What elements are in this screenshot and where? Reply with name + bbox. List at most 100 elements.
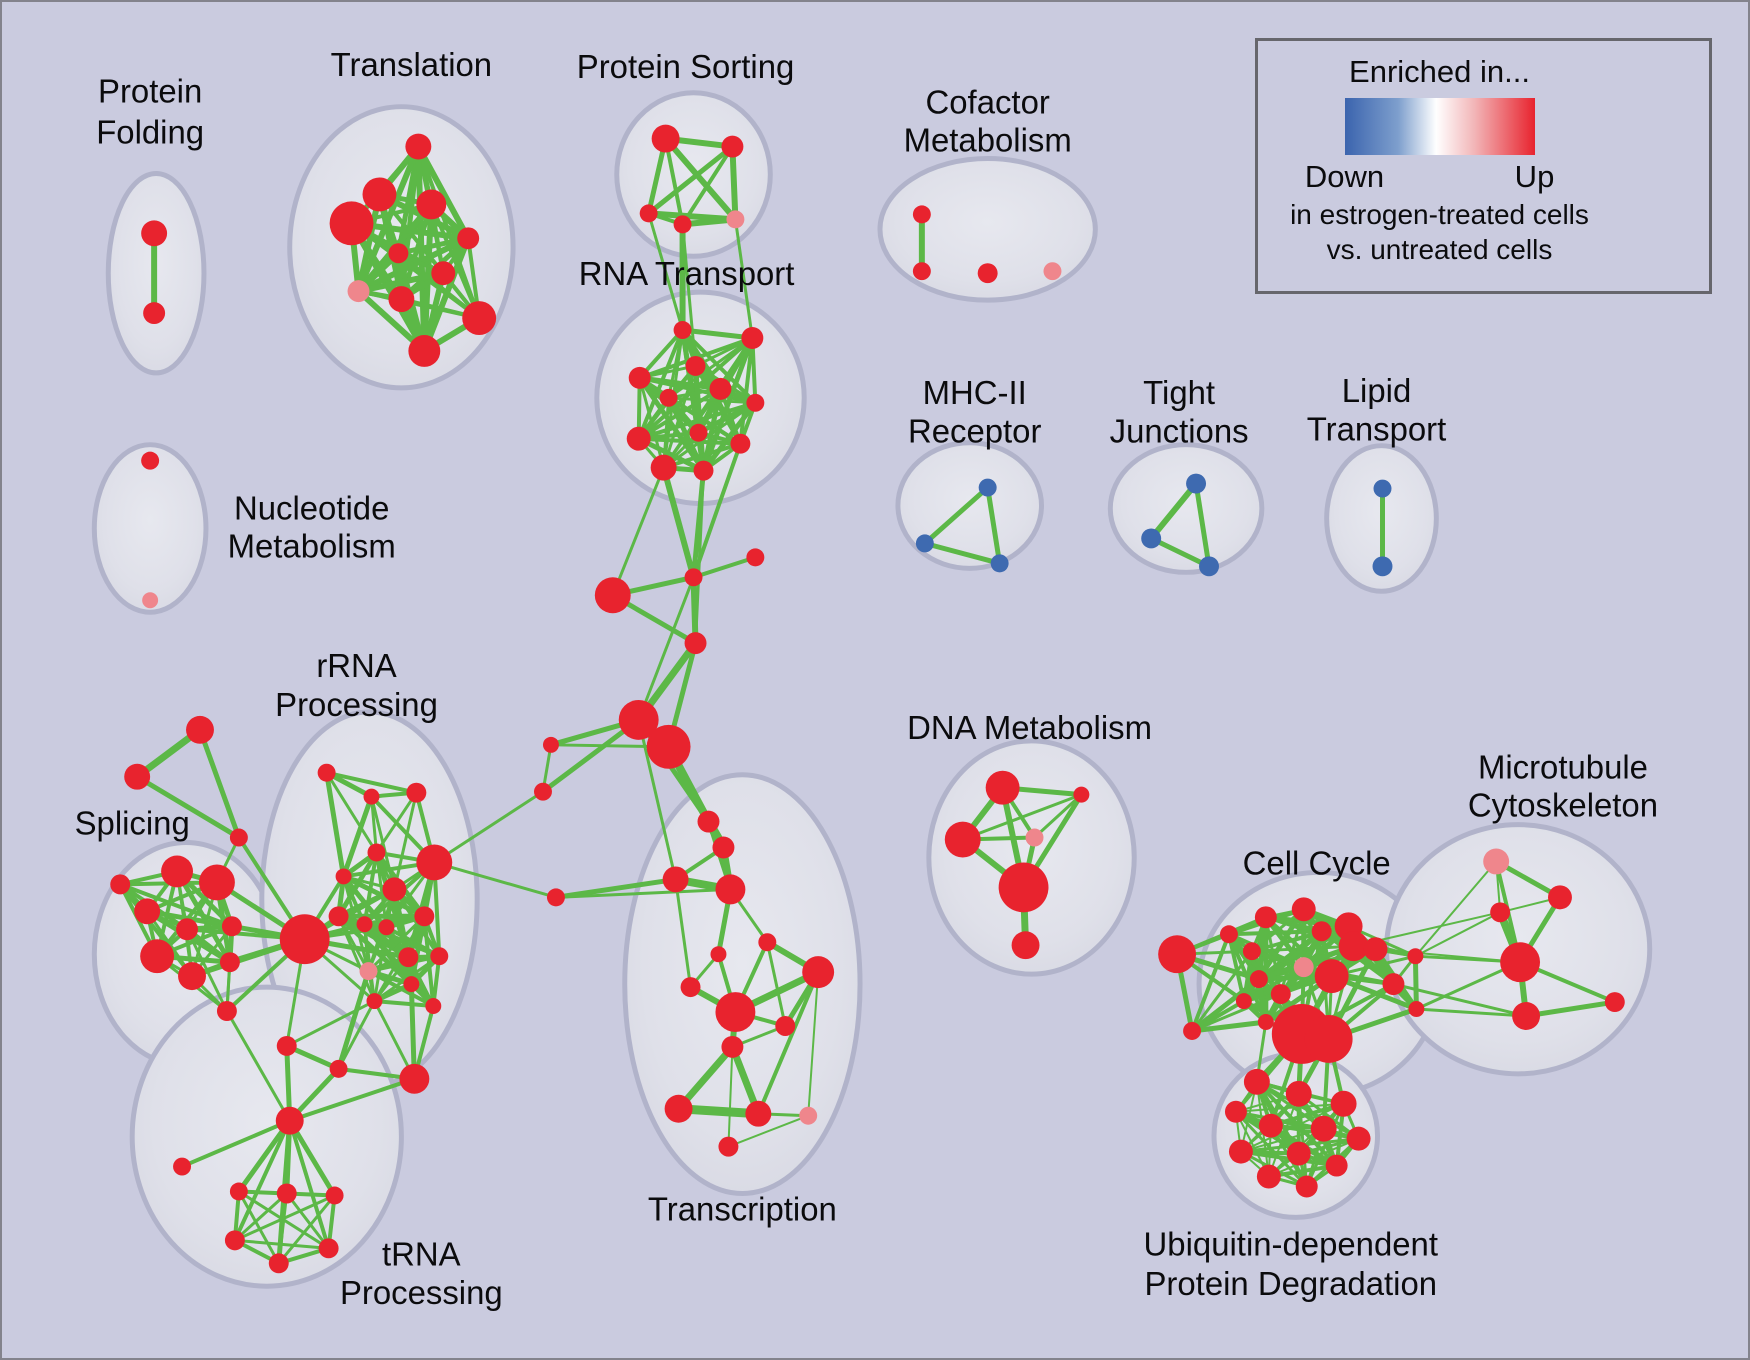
node-layer <box>110 124 1625 1274</box>
cluster-label-mhc_receptor: MHC-II Receptor <box>908 374 1042 450</box>
gene-set-node-transcription <box>799 1106 818 1125</box>
cluster-label-microtubule: Microtubule Cytoskeleton <box>1468 749 1658 824</box>
gene-set-node-cell_cycle <box>1158 935 1197 974</box>
edge <box>197 727 242 841</box>
edge <box>1267 1137 1360 1178</box>
gene-set-node-splicing <box>216 1001 237 1021</box>
gene-set-node-microtubule <box>1500 942 1541 983</box>
gene-set-node-ubiquitin <box>1243 1068 1270 1095</box>
gene-set-node-rna_transport <box>673 321 692 340</box>
edge <box>680 327 755 341</box>
gene-set-node-rna_transport <box>685 355 706 376</box>
gene-set-node-central <box>124 763 151 790</box>
cluster-label-splicing: Splicing <box>75 805 190 842</box>
legend-caption-line1: in estrogen-treated cells <box>1290 199 1589 230</box>
edge <box>637 575 696 722</box>
edge <box>1226 932 1283 997</box>
edge <box>807 971 820 1117</box>
gene-set-node-ubiquitin <box>1346 1126 1371 1151</box>
gene-set-node-rrna_processing <box>356 916 373 933</box>
gene-set-node-protein_folding <box>141 220 168 247</box>
edge <box>691 441 743 580</box>
edge <box>765 940 787 1028</box>
legend-down-label: Down <box>1304 159 1385 194</box>
gene-set-node-trna_processing <box>318 1238 339 1259</box>
cluster-label-cofactor_metabolism: Cofactor Metabolism <box>904 84 1072 159</box>
gene-set-node-cell_cycle <box>1219 925 1238 944</box>
gene-set-node-cofactor_metabolism <box>1043 262 1062 281</box>
edge <box>961 793 1083 842</box>
gene-set-node-cell_cycle <box>1408 1001 1425 1018</box>
gene-set-node-ubiquitin <box>1295 1175 1318 1198</box>
edge <box>324 770 347 879</box>
gene-set-node-central <box>684 568 703 587</box>
edge <box>277 1191 289 1265</box>
cluster-ellipse-nucleotide_metabolism <box>91 442 209 615</box>
gene-set-node-protein_sorting <box>651 124 680 153</box>
gene-set-node-ubiquitin <box>1256 1164 1281 1189</box>
gene-set-node-dna_metabolism <box>985 770 1020 805</box>
gene-set-node-splicing <box>134 898 161 925</box>
gene-set-node-transcription <box>718 1136 739 1157</box>
gene-set-node-rrna_processing <box>425 998 442 1015</box>
cluster-label-ubiquitin: Ubiquitin-dependent Protein Degradation <box>1144 1225 1438 1302</box>
cluster-label-cell_cycle: Cell Cycle <box>1243 844 1391 881</box>
edge <box>287 1118 338 1198</box>
gene-set-node-protein_sorting <box>721 135 744 158</box>
gene-set-node-translation <box>388 243 409 264</box>
legend-scale: Down Up <box>1305 159 1554 197</box>
edge <box>733 217 754 340</box>
gene-set-node-trna_processing <box>229 1182 248 1201</box>
edge <box>660 464 697 581</box>
edge <box>701 386 723 474</box>
gene-set-node-dna_metabolism <box>998 862 1049 913</box>
edge <box>232 1118 292 1243</box>
edge <box>1414 860 1498 958</box>
gene-set-node-mhc_receptor <box>915 534 934 553</box>
gene-set-node-cell_cycle <box>1291 897 1316 922</box>
gene-set-node-rna_transport <box>626 426 651 451</box>
gene-set-node-tight_junctions <box>1186 473 1207 494</box>
gene-set-node-rna_transport <box>746 393 765 412</box>
edge <box>661 441 743 470</box>
edge <box>277 1193 337 1265</box>
gene-set-node-ubiquitin <box>1310 1115 1337 1142</box>
edge <box>287 1076 417 1123</box>
gene-set-node-rrna_processing <box>279 914 330 965</box>
gene-set-node-rna_transport <box>659 388 678 407</box>
gene-set-node-rna_transport <box>693 460 714 481</box>
edge <box>1190 932 1231 1033</box>
gene-set-node-translation <box>462 301 497 336</box>
gene-set-node-splicing <box>219 952 240 973</box>
gene-set-node-cell_cycle <box>1314 959 1349 994</box>
gene-set-node-rna_transport <box>650 454 677 481</box>
gene-set-node-protein_folding <box>143 302 166 325</box>
edge <box>680 144 735 227</box>
gene-set-node-mhc_receptor <box>990 554 1009 573</box>
edge <box>429 202 482 321</box>
gene-set-node-rrna_processing <box>329 1059 348 1078</box>
gene-set-node-translation <box>457 227 480 250</box>
edge <box>691 555 758 580</box>
gene-set-node-translation <box>329 201 374 246</box>
gene-set-node-central <box>684 632 707 655</box>
gene-set-node-cell_cycle <box>1257 1014 1274 1030</box>
edge <box>325 771 378 854</box>
gene-set-node-transcription <box>745 1100 772 1127</box>
cluster-label-lipid_transport: Lipid Transport <box>1307 372 1447 448</box>
gene-set-node-cell_cycle <box>1363 937 1388 962</box>
gene-set-node-dna_metabolism <box>1073 786 1090 803</box>
gene-set-node-cell_cycle <box>1293 957 1314 978</box>
gene-set-node-ubiquitin <box>1228 1139 1253 1164</box>
edge <box>1305 1102 1346 1189</box>
gene-set-node-protein_sorting <box>726 210 745 229</box>
gene-set-node-rrna_processing <box>335 868 352 885</box>
edge <box>663 136 685 227</box>
cluster-label-trna_processing: tRNA Processing <box>340 1235 503 1311</box>
edge <box>415 143 472 242</box>
edge <box>422 914 436 1009</box>
gene-set-node-rrna_processing <box>378 919 395 936</box>
gene-set-node-transcription <box>715 992 756 1032</box>
